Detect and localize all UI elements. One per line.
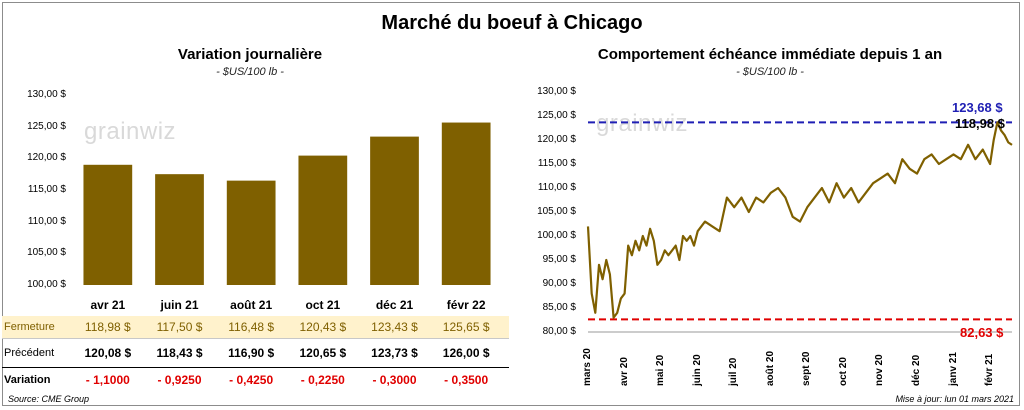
x-category-label: avr 21 [90,298,126,312]
variation-cell: - 0,4250 [229,373,274,387]
x-month-label: août 20 [764,350,776,386]
variation-cell: - 0,3000 [372,373,417,387]
bar [83,164,133,285]
x-month-label: juin 20 [691,354,703,386]
left-ytick-label: 110,00 $ [27,215,66,227]
left-ytick-label: 120,00 $ [27,152,66,164]
x-month-label: nov 20 [874,354,886,386]
fermeture-cell: 120,43 $ [299,320,347,334]
fermeture-cell: 116,48 $ [228,320,275,334]
variation-cell: - 0,9250 [157,373,202,387]
left-chart-title: Variation journalière [177,46,323,63]
right-ytick-label: 100,00 $ [537,230,576,241]
page-title: Marché du boeuf à Chicago [381,12,643,34]
variation-cell: - 0,3500 [444,373,489,387]
right-ytick-label: 85,00 $ [542,302,576,313]
precedent-cell: 123,73 $ [371,346,418,360]
precedent-label: Précédent [4,347,55,359]
precedent-cell: 118,43 $ [156,346,203,360]
fermeture-cell: 118,98 $ [84,320,131,334]
table-divider-2 [2,367,509,368]
x-category-label: févr 22 [446,298,486,312]
table-divider-1 [2,338,509,339]
bar [226,180,276,285]
bar [370,136,419,285]
update-note: Mise à jour: lun 01 mars 2021 [895,394,1014,404]
right-ytick-label: 105,00 $ [537,206,576,217]
left-ytick-label: 105,00 $ [27,247,66,259]
x-month-label: mars 20 [582,348,593,386]
x-month-label: janv 21 [947,352,959,386]
precedent-cell: 120,65 $ [299,346,347,360]
right-ytick-label: 95,00 $ [542,254,576,265]
x-category-label: août 21 [230,298,273,312]
bar [155,174,204,285]
watermark-left: grainwiz [84,118,177,145]
fermeture-label: Fermeture [4,321,55,333]
right-ytick-label: 110,00 $ [537,182,576,193]
bar [298,155,348,285]
right-ytick-label: 115,00 $ [537,158,576,169]
fermeture-cell: 123,43 $ [371,320,418,334]
right-ytick-label: 125,00 $ [537,110,576,121]
source-note: Source: CME Group [8,394,90,404]
last-label: 118,98 $ [955,116,1005,131]
watermark-right: grainwiz [596,110,689,137]
precedent-cell: 126,00 $ [442,346,490,360]
right-ytick-label: 120,00 $ [537,134,576,145]
x-category-label: oct 21 [305,298,341,312]
x-month-label: avr 20 [618,357,630,386]
right-ytick-label: 90,00 $ [542,278,576,289]
left-ytick-label: 115,00 $ [27,184,66,195]
bar [441,122,491,285]
variation-cell: - 0,2250 [300,373,345,387]
x-month-label: sept 20 [801,351,813,386]
fermeture-cell: 125,65 $ [442,320,490,334]
left-bar-chart [83,122,491,285]
x-month-label: févr 21 [984,353,996,386]
variation-cell: - 1,1000 [85,373,130,387]
left-ytick-label: 125,00 $ [27,120,66,132]
precedent-cell: 120,08 $ [84,346,132,360]
fermeture-row-bg [2,316,509,338]
left-ytick-label: 100,00 $ [27,279,66,290]
left-chart-subtitle: - $US/100 lb - [216,66,284,78]
high-label: 123,68 $ [952,100,1003,115]
x-month-label: déc 20 [910,354,922,386]
variation-label: Variation [4,374,51,386]
precedent-cell: 116,90 $ [228,346,275,360]
price-series-line [586,121,1013,319]
x-month-label: juil 20 [728,357,740,386]
fermeture-cell: 117,50 $ [156,320,203,334]
right-ytick-label: 80,00 $ [542,326,576,337]
low-label: 82,63 $ [960,325,1004,340]
right-ytick-label: 130,00 $ [537,86,576,97]
x-month-label: mai 20 [655,354,667,386]
left-ytick-label: 130,00 $ [27,89,66,100]
right-line-chart [586,121,1013,333]
right-chart-title: Comportement échéance immédiate depuis 1… [597,46,943,63]
right-chart-subtitle: - $US/100 lb - [736,66,804,78]
x-category-label: juin 21 [160,298,199,312]
x-category-label: déc 21 [375,298,414,312]
x-month-label: oct 20 [837,357,849,386]
